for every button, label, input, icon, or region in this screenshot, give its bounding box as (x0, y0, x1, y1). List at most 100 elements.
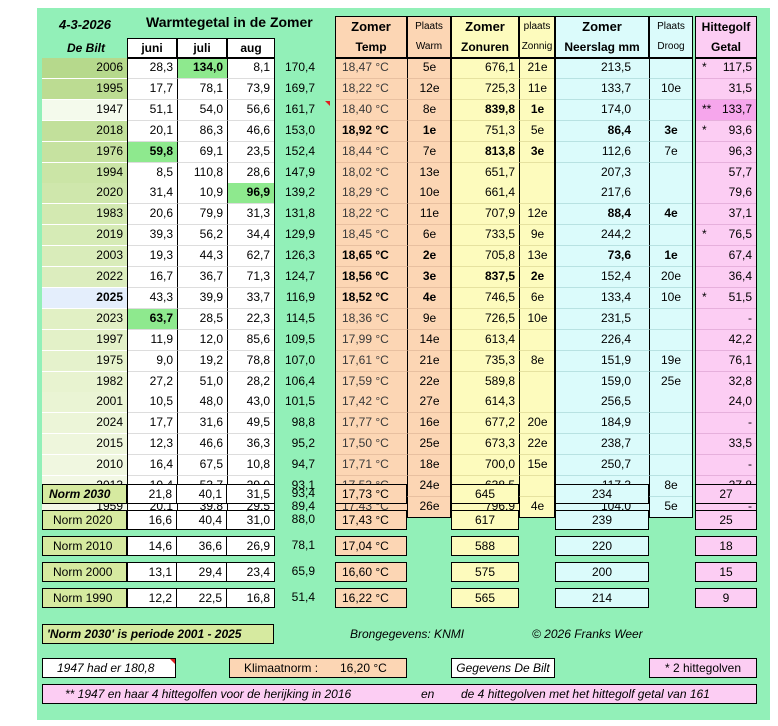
total-cell: 116,9 (285, 290, 315, 304)
neer-cell: 133,7 (555, 79, 649, 100)
norm-juli: 40,1 (177, 484, 227, 504)
plaats-droog-cell (649, 100, 693, 121)
neer-cell: 151,9 (555, 351, 649, 372)
temp-cell: 18,29 °C (335, 183, 407, 204)
plaats-zon-cell: 13e (519, 246, 555, 267)
hittegolf-cell: 76,5 * (695, 225, 757, 246)
temp-cell: 17,71 °C (335, 455, 407, 476)
hittegolf-star-marker: * (702, 290, 707, 304)
hittegolf-cell: 51,5 * (695, 288, 757, 309)
norm-zon: 617 (451, 510, 519, 530)
aug-cell: 23,5 (227, 142, 275, 163)
juli-cell: 48,0 (177, 392, 227, 413)
plaats-droog-cell: 19e (649, 351, 693, 372)
norm-juni: 13,1 (127, 562, 177, 582)
juni-cell: 8,5 (127, 163, 177, 184)
plaats-droog-cell: 20e (649, 267, 693, 288)
total-cell: 95,2 (291, 436, 315, 450)
norm-total: 78,1 (291, 538, 315, 552)
aug-cell: 71,3 (227, 267, 275, 288)
header-zomer-neer-line2: Neerslag mm (564, 40, 640, 54)
norm-neer: 239 (555, 510, 649, 530)
hittegolf-cell: 32,8 (695, 372, 757, 393)
plaats-droog-cell: 4e (649, 204, 693, 225)
month-header-juni: juni (127, 38, 177, 58)
header-hittegolf-line1: Hittegolf (701, 20, 751, 34)
temp-cell: 18,02 °C (335, 163, 407, 184)
star-note: * 2 hittegolven (649, 658, 757, 678)
total-cell: 124,7 (284, 269, 315, 283)
juni-cell: 28,3 (127, 58, 177, 79)
plaats-warm-cell: 27e (407, 392, 451, 413)
juni-cell: 20,6 (127, 204, 177, 225)
header-hittegolf-line2: Getal (710, 40, 741, 54)
year-cell: 2001 (42, 392, 127, 413)
total-cell: 114,5 (285, 311, 315, 325)
norm-zon: 588 (451, 536, 519, 556)
aug-cell: 78,8 (227, 351, 275, 372)
norm-label: Norm 2030 (42, 484, 127, 504)
neer-cell: 88,4 (555, 204, 649, 225)
year-cell: 2023 (42, 309, 127, 330)
plaats-warm-cell: 12e (407, 79, 451, 100)
plaats-zon-cell: 20e (519, 413, 555, 434)
juli-cell: 44,3 (177, 246, 227, 267)
header-zomer-neer-line1: Zomer (582, 19, 622, 34)
juni-cell: 17,7 (127, 413, 177, 434)
zon-cell: 661,4 (451, 183, 519, 204)
hittegolf-cell: 24,0 (695, 392, 757, 413)
hittegolf-cell: 133,7 ** (695, 100, 757, 121)
header-zomer-temp-line2: Temp (355, 40, 387, 54)
neer-cell: 238,7 (555, 434, 649, 455)
month-header-aug: aug (227, 38, 275, 58)
total-cell: 98,8 (291, 415, 315, 429)
plaats-warm-cell: 13e (407, 163, 451, 184)
plaats-zon-cell: 8e (519, 351, 555, 372)
total-cell: 126,3 (284, 248, 315, 262)
zon-cell: 839,8 (451, 100, 519, 121)
temp-cell: 17,59 °C (335, 372, 407, 393)
plaats-warm-cell: 3e (407, 267, 451, 288)
hittegolf-cell: 33,5 (695, 434, 757, 455)
norm-aug: 31,5 (227, 484, 275, 504)
temp-cell: 18,92 °C (335, 121, 407, 142)
hittegolf-cell: 117,5 * (695, 58, 757, 79)
header-plaats-zon-line2: Zonnig (521, 41, 553, 52)
norm-label: Norm 1990 (42, 588, 127, 608)
temp-cell: 18,56 °C (335, 267, 407, 288)
hittegolf-cell: 42,2 (695, 330, 757, 351)
plaats-zon-cell: 9e (519, 225, 555, 246)
klimaatnorm-value: 16,20 °C (340, 661, 387, 675)
norm-juni: 21,8 (127, 484, 177, 504)
norm-juli: 22,5 (177, 588, 227, 608)
aug-cell: 46,6 (227, 121, 275, 142)
hittegolf-cell: 37,1 (695, 204, 757, 225)
bottom-note-a: ** 1947 en haar 4 hittegolfen voor de he… (65, 687, 352, 701)
plaats-zon-cell (519, 163, 555, 184)
zon-cell: 676,1 (451, 58, 519, 79)
page-title: Warmtegetal in de Zomer (146, 14, 313, 30)
hittegolf-cell: 76,1 (695, 351, 757, 372)
juni-cell: 12,3 (127, 434, 177, 455)
zon-cell: 700,0 (451, 455, 519, 476)
year-cell: 1983 (42, 204, 127, 225)
total-cell: 93,1 (291, 478, 315, 492)
juli-cell: 86,3 (177, 121, 227, 142)
year-cell: 2019 (42, 225, 127, 246)
plaats-droog-cell (649, 434, 693, 455)
year-cell: 1995 (42, 79, 127, 100)
juli-cell: 10,9 (177, 183, 227, 204)
juli-cell: 56,2 (177, 225, 227, 246)
juli-cell: 51,0 (177, 372, 227, 393)
plaats-zon-cell: 22e (519, 434, 555, 455)
neer-cell: 184,9 (555, 413, 649, 434)
year-cell: 1976 (42, 142, 127, 163)
temp-cell: 18,36 °C (335, 309, 407, 330)
plaats-warm-cell: 11e (407, 204, 451, 225)
aug-cell: 56,6 (227, 100, 275, 121)
header-zomer-zon: Zomer Zonuren (451, 16, 519, 58)
bottom-note-b: en (421, 687, 435, 701)
total-cell: 129,9 (284, 227, 315, 241)
gegevens-label: Gegevens De Bilt (451, 658, 555, 678)
aug-cell: 28,2 (227, 372, 275, 393)
